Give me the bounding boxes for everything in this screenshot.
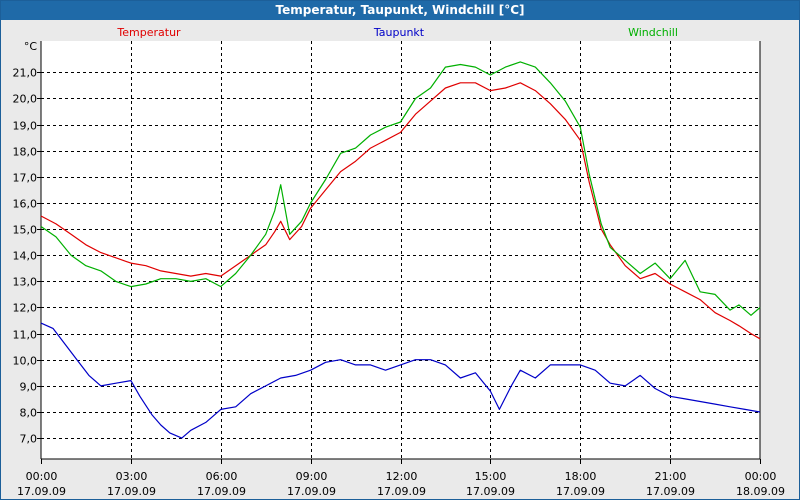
- legend-item-windchill: Windchill: [628, 26, 678, 39]
- x-tick-date-label: 17.09.09: [197, 485, 246, 498]
- x-tick-time-label: 15:00: [475, 470, 507, 483]
- series-line-windchill: [40, 61, 761, 316]
- x-tick-time-label: 00:00: [745, 470, 777, 483]
- y-tick-label: 8,0: [20, 407, 38, 420]
- series-line-temperatur: [40, 82, 761, 340]
- x-tick-date-label: 17.09.09: [17, 485, 66, 498]
- y-axis-unit-label: °C: [24, 40, 38, 53]
- x-tick-date-label: 17.09.09: [466, 485, 515, 498]
- x-tick-date-label: 17.09.09: [556, 485, 605, 498]
- y-tick-label: 12,0: [13, 302, 38, 315]
- y-tick-label: 18,0: [13, 146, 38, 159]
- x-tick-date-label: 17.09.09: [377, 485, 426, 498]
- x-tick-time-label: 09:00: [296, 470, 328, 483]
- y-tick-label: 11,0: [13, 329, 38, 342]
- y-tick-label: 7,0: [20, 433, 38, 446]
- x-tick-time-label: 12:00: [386, 470, 418, 483]
- y-tick-label: 13,0: [13, 276, 38, 289]
- y-tick-label: 17,0: [13, 172, 38, 185]
- x-tick-time-label: 03:00: [116, 470, 148, 483]
- x-tick-date-label: 18.09.09: [736, 485, 785, 498]
- y-tick-label: 21,0: [13, 67, 38, 80]
- x-tick-date-label: 17.09.09: [287, 485, 336, 498]
- x-tick-time-label: 06:00: [206, 470, 238, 483]
- y-tick-label: 20,0: [13, 93, 38, 106]
- series-group: [40, 61, 761, 439]
- x-tick-date-label: 17.09.09: [107, 485, 156, 498]
- y-tick-label: 15,0: [13, 224, 38, 237]
- y-tick-label: 16,0: [13, 198, 38, 211]
- legend-item-temperatur: Temperatur: [116, 26, 181, 39]
- legend-item-taupunkt: Taupunkt: [373, 26, 425, 39]
- plot-area: [41, 41, 760, 459]
- series-line-taupunkt: [40, 322, 761, 439]
- x-tick-time-label: 21:00: [655, 470, 687, 483]
- x-tick-date-label: 17.09.09: [646, 485, 695, 498]
- legend: Temperatur Taupunkt Windchill: [116, 26, 678, 39]
- y-tick-label: 9,0: [20, 381, 38, 394]
- tick-labels: 7,0 8,0 9,0 10,0 11,0 12,0 13,0 14,0 15,0 16,0 17,…: [13, 40, 785, 498]
- grid: [37, 41, 761, 464]
- y-tick-label: 19,0: [13, 120, 38, 133]
- window-title: Temperatur, Taupunkt, Windchill [°C]: [1, 1, 799, 20]
- y-tick-label: 10,0: [13, 355, 38, 368]
- y-tick-label: 14,0: [13, 250, 38, 263]
- x-tick-time-label: 18:00: [565, 470, 597, 483]
- x-tick-time-label: 00:00: [26, 470, 58, 483]
